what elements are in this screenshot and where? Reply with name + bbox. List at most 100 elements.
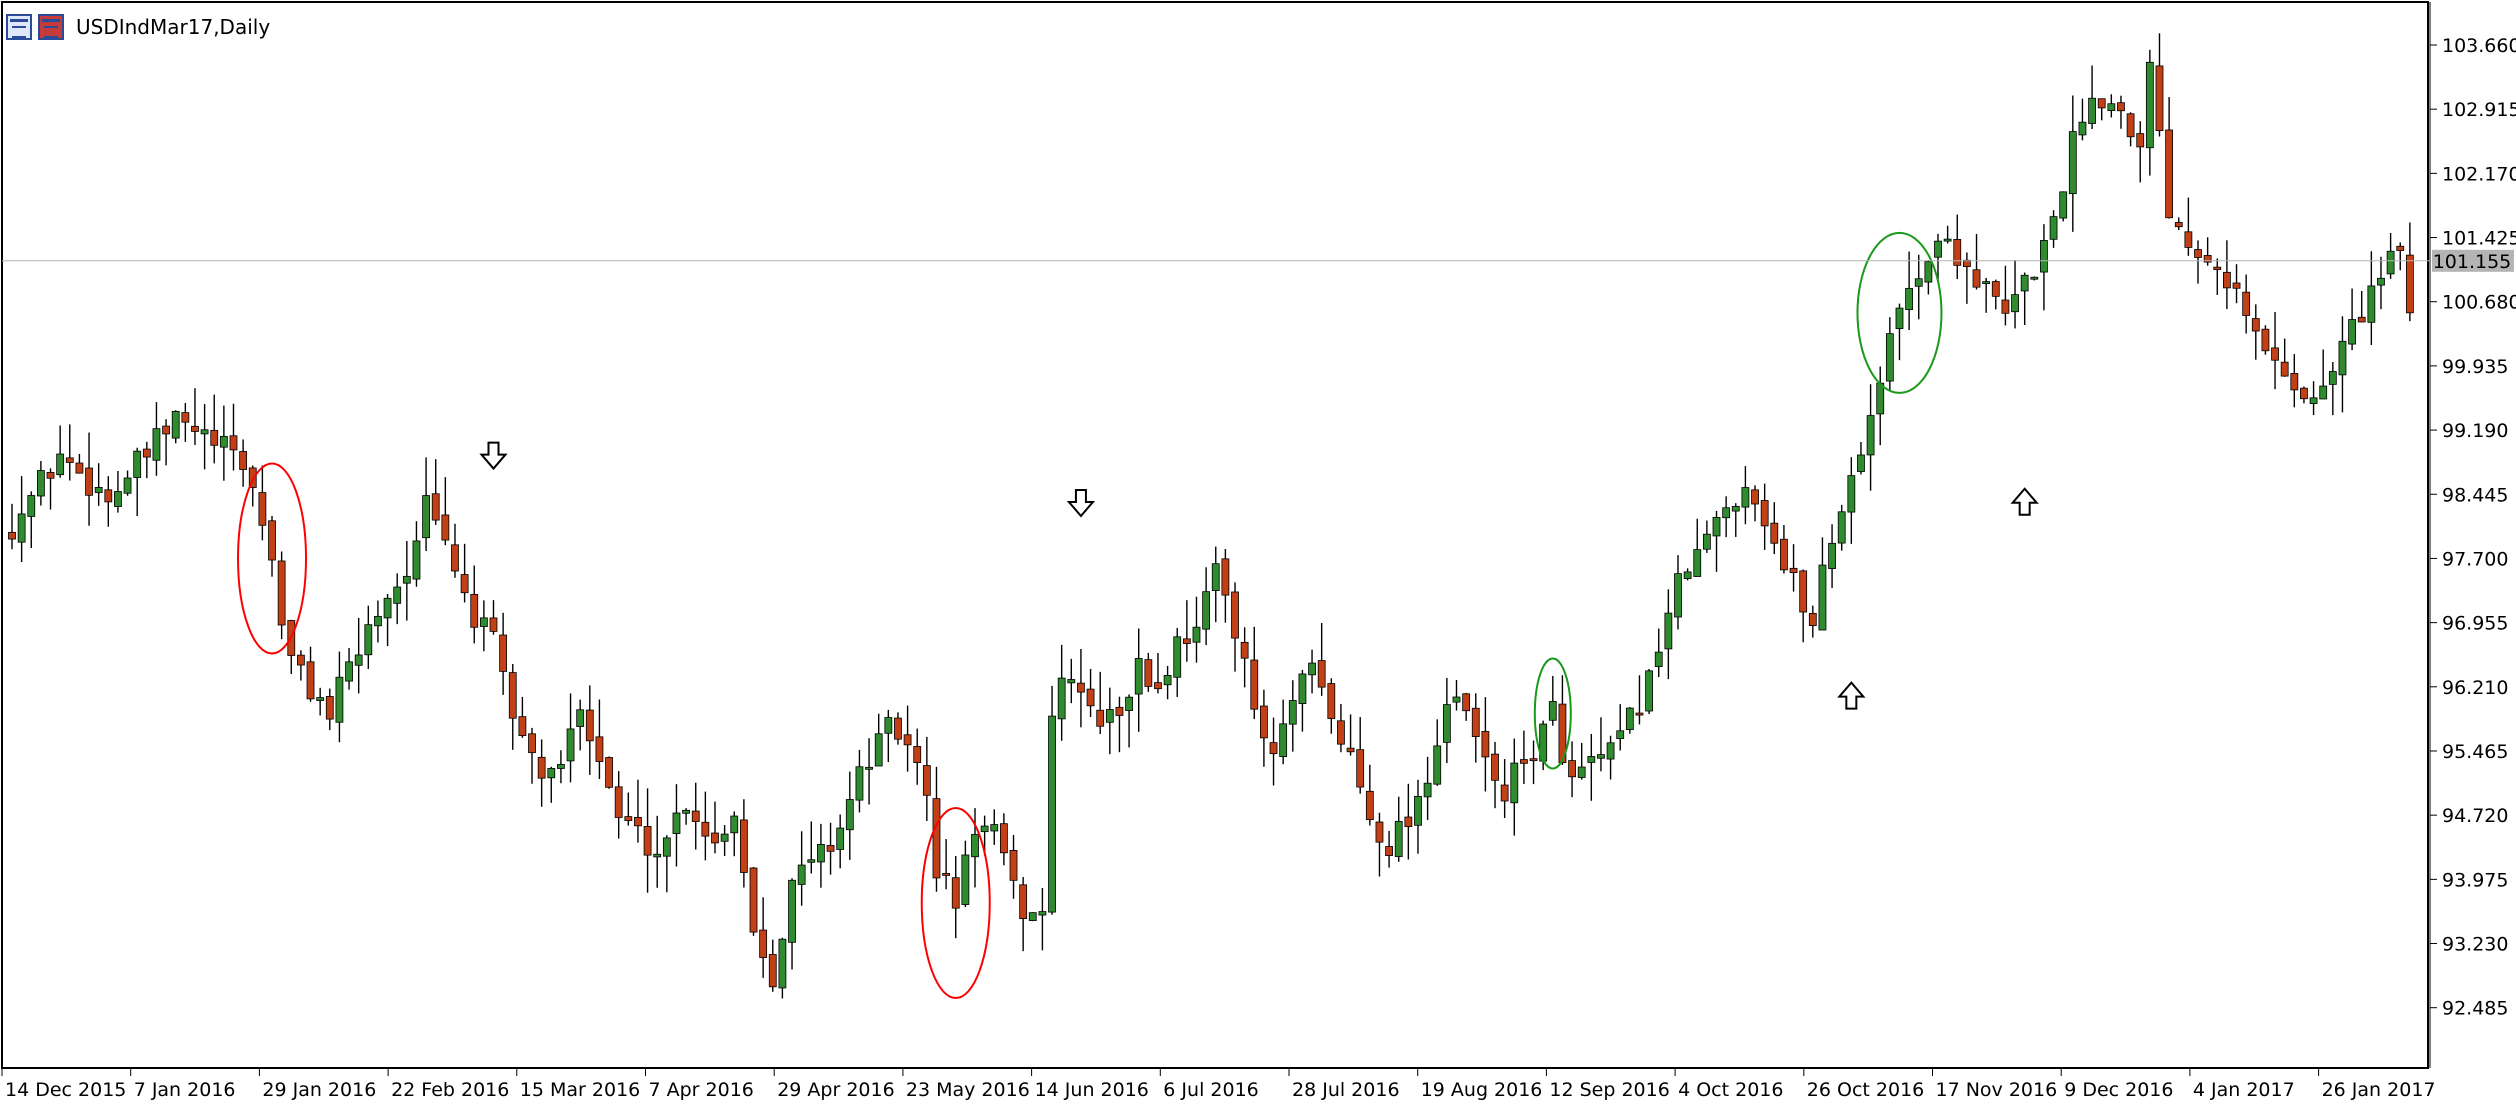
candle-body	[325, 696, 334, 720]
candle-body	[268, 520, 276, 561]
candle-body	[1924, 261, 1933, 283]
candle-body	[1885, 333, 1894, 382]
price-tick-label: 93.975	[2442, 869, 2508, 891]
candle-body	[1491, 753, 1499, 781]
candle-body	[817, 843, 825, 863]
candles-layer	[8, 33, 2414, 999]
candle-body	[1645, 670, 1653, 712]
candle-body	[1365, 790, 1374, 821]
candle-body	[431, 493, 440, 521]
candle-body	[1096, 709, 1105, 727]
candle-body	[383, 597, 392, 619]
price-tick-label: 99.190	[2442, 420, 2508, 442]
candle-body	[1452, 696, 1461, 703]
time-tick-label: 7 Jan 2016	[134, 1079, 236, 1101]
time-tick-label: 14 Jun 2016	[1035, 1079, 1149, 1101]
candle-body	[894, 717, 902, 740]
candle-body	[1914, 278, 1923, 287]
candle-body	[1288, 700, 1297, 725]
candle-body	[65, 457, 74, 463]
candle-body	[2184, 231, 2193, 248]
green-ellipse-annotation	[1533, 657, 1572, 770]
candle-body	[27, 495, 36, 517]
candle-body	[1442, 704, 1451, 743]
candle-body	[1991, 281, 2000, 297]
candle-body	[528, 733, 536, 754]
candle-body	[2280, 361, 2289, 377]
candle-body	[682, 809, 690, 814]
candle-body	[1028, 912, 1037, 921]
price-tick-label: 96.955	[2442, 613, 2508, 635]
candle-body	[1587, 756, 1596, 763]
candle-body	[585, 709, 594, 742]
candle-body	[2136, 133, 2145, 148]
candle-body	[845, 799, 854, 831]
candle-body	[1654, 651, 1663, 667]
candle-body	[1279, 723, 1288, 757]
candle-body	[152, 428, 161, 461]
candle-body	[210, 429, 219, 446]
candle-body	[2097, 98, 2106, 109]
candle-body	[1625, 707, 1634, 731]
candle-body	[2020, 274, 2029, 292]
candle-body	[807, 859, 816, 863]
candle-body	[605, 757, 613, 788]
candle-body	[1385, 846, 1393, 856]
candle-body	[2059, 191, 2068, 219]
candle-body	[2290, 373, 2299, 391]
time-tick-label: 6 Jul 2016	[1163, 1079, 1258, 1101]
candle-body	[200, 429, 209, 435]
candle-body	[2145, 61, 2154, 149]
candle-body	[547, 768, 556, 779]
candle-body	[971, 834, 979, 858]
candle-body	[942, 872, 951, 876]
candle-body	[2213, 266, 2222, 271]
candle-body	[2377, 277, 2385, 286]
candle-body	[1394, 820, 1403, 857]
candle-body	[1221, 558, 1230, 596]
candle-body	[865, 766, 873, 770]
candle-body	[2386, 250, 2395, 275]
candle-body	[2117, 102, 2125, 112]
price-tick-label: 94.720	[2442, 805, 2508, 827]
price-tick-label: 100.680	[2442, 292, 2516, 314]
candle-body	[56, 453, 65, 476]
candle-body	[2194, 249, 2202, 258]
candle-body	[1847, 475, 1856, 513]
candle-body	[2203, 255, 2212, 263]
candle-body	[2251, 318, 2260, 332]
candle-body	[884, 717, 893, 734]
candle-body	[1308, 662, 1316, 676]
candle-body	[1471, 707, 1480, 737]
candle-body	[2405, 254, 2414, 314]
candle-body	[114, 491, 122, 507]
candle-body	[412, 540, 421, 580]
candle-body	[123, 477, 132, 494]
candle-body	[17, 513, 26, 543]
candle-body	[181, 412, 190, 423]
candle-body	[1077, 682, 1085, 693]
green-ellipse-annotation	[1856, 231, 1943, 394]
price-tick-label: 98.445	[2442, 484, 2508, 506]
candle-body	[1837, 511, 1846, 544]
candle-body	[239, 451, 248, 470]
time-tick-label: 28 Jul 2016	[1292, 1079, 1400, 1101]
candle-body	[1972, 269, 1981, 288]
candle-body	[1857, 454, 1865, 472]
candle-body	[1337, 720, 1345, 745]
candle-body	[624, 816, 633, 821]
chart-title-bar: USDIndMar17,Daily	[6, 10, 270, 44]
candle-body	[874, 733, 883, 767]
candle-body	[730, 815, 739, 834]
price-tick-label: 92.485	[2442, 998, 2508, 1020]
candle-body	[1182, 638, 1191, 644]
candle-body	[1211, 563, 1220, 592]
candle-body	[2088, 97, 2096, 124]
candle-body	[2319, 385, 2328, 400]
candle-body	[1702, 533, 1711, 550]
time-tick-label: 7 Apr 2016	[649, 1079, 754, 1101]
candle-body	[537, 756, 546, 779]
svg-text:101.155: 101.155	[2433, 251, 2512, 273]
